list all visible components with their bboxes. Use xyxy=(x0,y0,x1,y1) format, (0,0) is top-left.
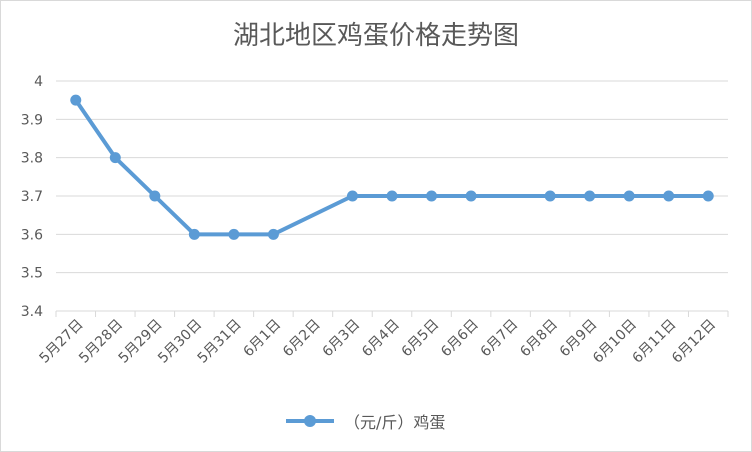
data-point xyxy=(544,190,556,202)
data-point xyxy=(346,190,358,202)
y-tick-label: 3.7 xyxy=(21,189,43,205)
data-point xyxy=(663,190,675,202)
x-tick-label: 6月4日 xyxy=(359,317,403,361)
y-tick-label: 3.6 xyxy=(21,227,43,243)
data-point xyxy=(228,228,240,240)
x-tick-label: 6月6日 xyxy=(438,317,482,361)
x-tick-label: 6月7日 xyxy=(478,317,522,361)
data-point xyxy=(465,190,477,202)
x-tick-label: 6月5日 xyxy=(399,317,443,361)
data-point xyxy=(188,228,200,240)
data-point xyxy=(623,190,635,202)
y-tick-label: 4 xyxy=(34,74,43,90)
series-line xyxy=(73,98,711,237)
data-point xyxy=(149,190,161,202)
chart-title: 湖北地区鸡蛋价格走势图 xyxy=(232,21,519,51)
data-point xyxy=(584,190,596,202)
data-point xyxy=(267,228,279,240)
x-tick-label: 6月1日 xyxy=(241,317,285,361)
legend: （元/斤）鸡蛋 xyxy=(286,409,445,433)
x-tick-label: 6月12日 xyxy=(669,317,719,367)
y-tick-label: 3.4 xyxy=(21,304,43,320)
y-tick-label: 3.5 xyxy=(21,266,43,282)
data-point xyxy=(386,190,398,202)
x-tick-label: 6月2日 xyxy=(280,317,324,361)
y-tick-label: 3.9 xyxy=(21,112,43,128)
data-point xyxy=(70,94,82,106)
data-point xyxy=(109,152,121,164)
legend-marker xyxy=(286,414,334,428)
data-point xyxy=(702,190,714,202)
data-point xyxy=(426,190,438,202)
x-tick-label: 5月31日 xyxy=(195,317,245,367)
legend-label: （元/斤）鸡蛋 xyxy=(344,413,446,432)
x-tick-label: 6月8日 xyxy=(517,317,561,361)
x-tick-label: 6月3日 xyxy=(320,317,364,361)
y-tick-label: 3.8 xyxy=(21,151,43,167)
